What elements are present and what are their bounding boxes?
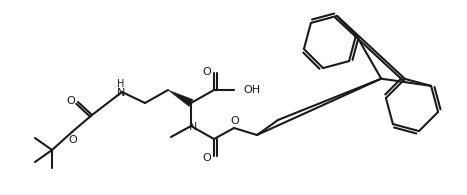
Text: OH: OH xyxy=(243,85,260,95)
Text: N: N xyxy=(189,122,197,132)
Text: O: O xyxy=(231,116,240,126)
Text: O: O xyxy=(203,67,212,77)
Text: H: H xyxy=(117,79,125,89)
Text: O: O xyxy=(69,135,78,145)
Text: O: O xyxy=(203,153,212,163)
Polygon shape xyxy=(168,90,193,106)
Text: O: O xyxy=(67,96,75,106)
Text: N: N xyxy=(117,88,125,98)
